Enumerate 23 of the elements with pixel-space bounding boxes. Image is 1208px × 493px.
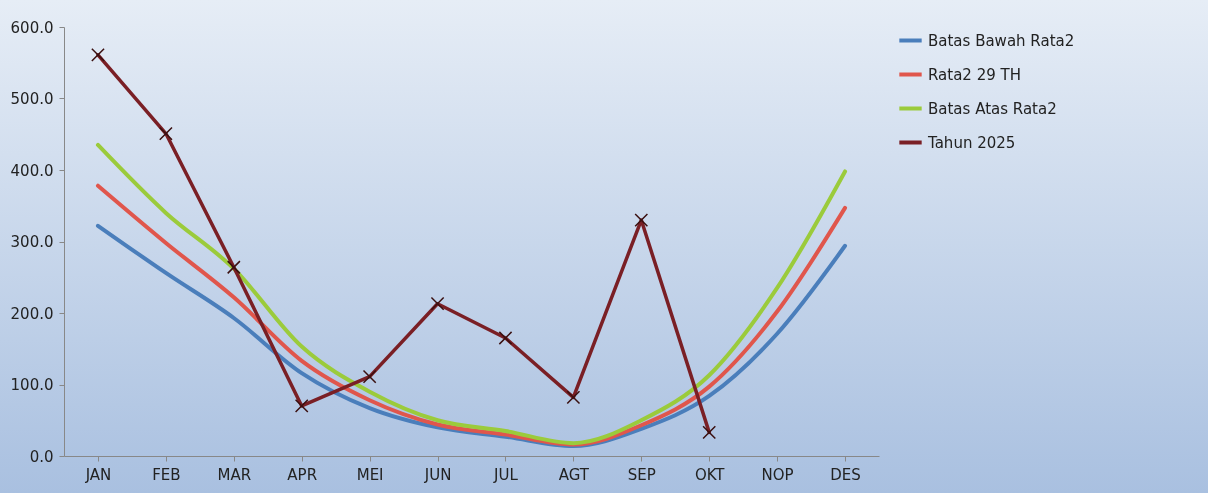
x-tick-label: JUN [423, 465, 452, 484]
x-tick-label: OKT [694, 465, 726, 484]
y-tick-label: 400.0 [10, 161, 54, 180]
legend-label: Rata2 29 TH [928, 65, 1021, 84]
x-tick-label: DES [830, 465, 861, 484]
x-tick-label: MAR [217, 465, 252, 484]
legend-label: Batas Atas Rata2 [928, 99, 1057, 118]
y-tick-label: 100.0 [10, 376, 54, 394]
x-tick-label: NOP [761, 465, 794, 484]
y-tick-label: 300.0 [10, 233, 54, 251]
x-tick-label: FEB [152, 465, 181, 484]
x-tick-label: JUL [493, 465, 519, 484]
x-tick-label: MEI [356, 465, 384, 484]
x-tick-label: SEP [627, 465, 656, 484]
y-tick-label: 600.0 [10, 18, 54, 37]
y-tick-label: 0.0 [29, 447, 54, 466]
legend-label: Batas Bawah Rata2 [928, 31, 1075, 50]
y-tick-label: 200.0 [10, 304, 54, 323]
legend-label: Tahun 2025 [927, 133, 1016, 152]
x-tick-label: JAN [84, 465, 112, 484]
y-tick-label: 500.0 [10, 90, 54, 108]
x-tick-label: AGT [558, 465, 590, 484]
x-tick-label: APR [287, 465, 318, 484]
